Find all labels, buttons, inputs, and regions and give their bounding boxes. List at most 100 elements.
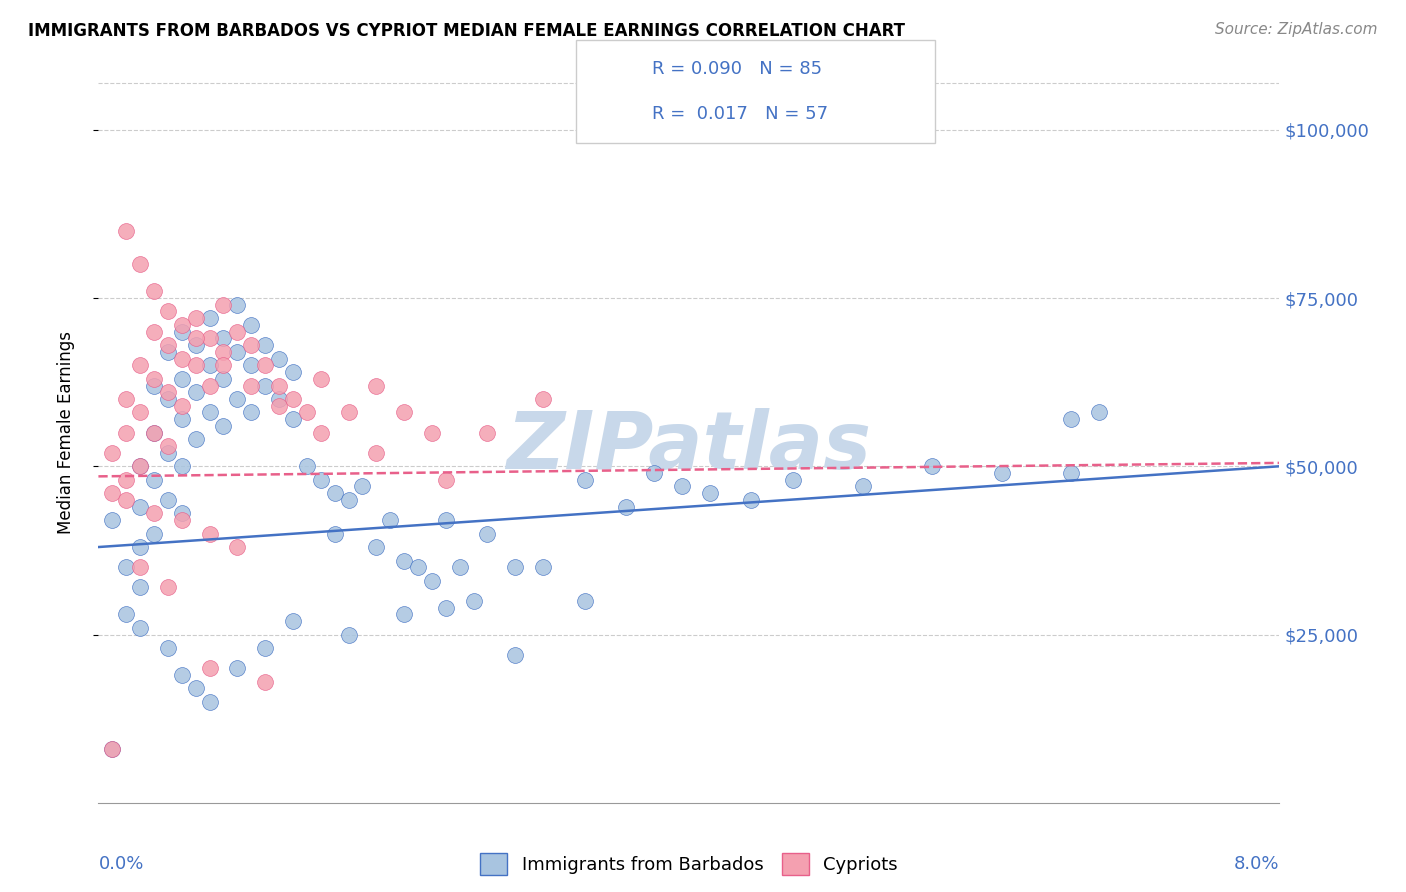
Point [156,581,179,595]
Point [170,325,193,339]
Point [143,372,166,386]
Legend: Immigrants from Barbados, Cypriots: Immigrants from Barbados, Cypriots [472,847,905,882]
Point [309,473,332,487]
Point [170,399,193,413]
Point [115,473,138,487]
Point [352,479,374,493]
Point [129,581,152,595]
Point [574,473,596,487]
Point [115,392,138,406]
Text: ZIPatlas: ZIPatlas [506,409,872,486]
Point [101,486,124,500]
Point [212,359,235,373]
Point [115,492,138,507]
Point [129,257,152,271]
Point [434,473,457,487]
Point [129,459,152,474]
Point [170,668,193,682]
Point [392,607,415,622]
Point [921,459,943,474]
Point [1060,412,1083,426]
Point [198,695,221,709]
Point [434,600,457,615]
Point [184,385,207,400]
Point [156,446,179,460]
Point [129,540,152,554]
Point [226,325,249,339]
Point [337,627,360,641]
Point [503,560,526,574]
Point [406,560,429,574]
Point [463,594,485,608]
Point [226,344,249,359]
Text: 8.0%: 8.0% [1234,855,1279,872]
Point [309,372,332,386]
Point [240,405,263,419]
Point [143,425,166,440]
Point [281,614,304,628]
Point [170,513,193,527]
Point [129,560,152,574]
Point [309,425,332,440]
Point [420,574,443,588]
Point [240,318,263,332]
Text: IMMIGRANTS FROM BARBADOS VS CYPRIOT MEDIAN FEMALE EARNINGS CORRELATION CHART: IMMIGRANTS FROM BARBADOS VS CYPRIOT MEDI… [28,22,905,40]
Point [212,331,235,345]
Point [740,492,762,507]
Point [129,359,152,373]
Point [366,378,388,392]
Point [420,425,443,440]
Point [184,311,207,326]
Text: Source: ZipAtlas.com: Source: ZipAtlas.com [1215,22,1378,37]
Point [184,359,207,373]
Point [212,344,235,359]
Point [295,405,318,419]
Point [267,378,290,392]
Point [531,392,554,406]
Point [434,513,457,527]
Text: R =  0.017   N = 57: R = 0.017 N = 57 [652,105,828,123]
Point [240,359,263,373]
Point [449,560,471,574]
Point [240,378,263,392]
Point [143,526,166,541]
Point [129,500,152,514]
Point [184,338,207,352]
Point [198,331,221,345]
Point [281,392,304,406]
Point [990,466,1012,480]
Y-axis label: Median Female Earnings: Median Female Earnings [56,331,75,534]
Point [503,648,526,662]
Point [198,311,221,326]
Point [337,492,360,507]
Point [392,405,415,419]
Point [115,224,138,238]
Point [170,459,193,474]
Point [156,392,179,406]
Text: 0.0%: 0.0% [98,855,143,872]
Point [226,392,249,406]
Point [143,425,166,440]
Point [184,681,207,696]
Point [671,479,693,493]
Point [143,473,166,487]
Point [184,331,207,345]
Point [380,513,402,527]
Point [198,661,221,675]
Point [156,640,179,655]
Text: R = 0.090   N = 85: R = 0.090 N = 85 [652,60,823,78]
Point [198,359,221,373]
Point [323,486,346,500]
Point [198,378,221,392]
Point [143,507,166,521]
Point [254,359,277,373]
Point [184,433,207,447]
Point [782,473,804,487]
Point [366,446,388,460]
Point [295,459,318,474]
Point [115,560,138,574]
Point [267,351,290,366]
Point [101,742,124,756]
Point [699,486,721,500]
Point [281,412,304,426]
